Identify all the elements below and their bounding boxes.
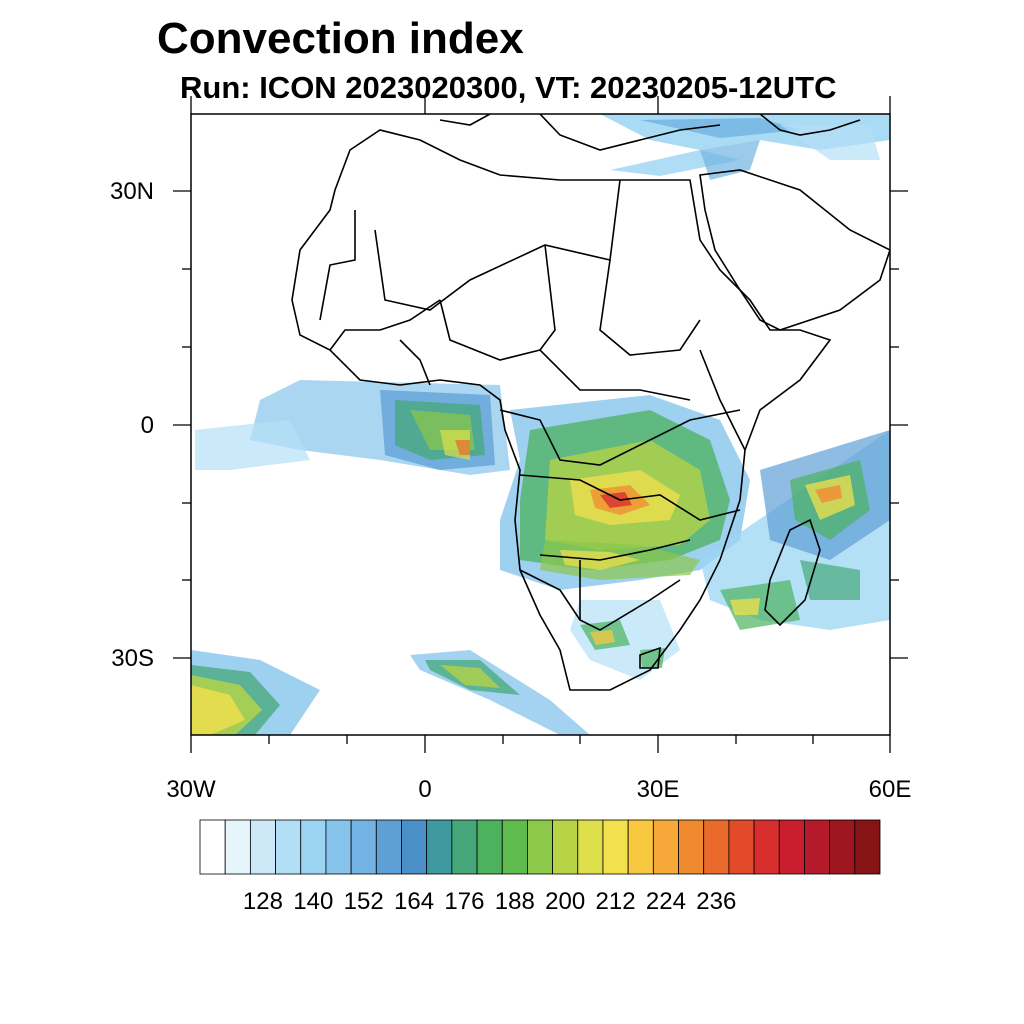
colorbar-swatch	[829, 819, 856, 875]
colorbar-swatch	[275, 819, 302, 875]
convection-field	[191, 114, 890, 735]
lat-label-30s: 30S	[111, 645, 154, 672]
colorbar-swatch	[224, 819, 251, 875]
colorbar-swatch	[476, 819, 503, 875]
lon-label-30e: 30E	[636, 776, 680, 803]
page-title: Convection index	[157, 14, 524, 63]
colorbar-label: 176	[444, 888, 485, 915]
colorbar-swatch	[527, 819, 553, 875]
colorbar-label: 128	[242, 888, 283, 915]
lat-label-30n: 30N	[109, 178, 154, 205]
colorbar-swatch	[501, 819, 528, 875]
colorbar-label: 212	[595, 888, 636, 915]
colorbar-label: 188	[494, 888, 535, 915]
coastlines	[291, 114, 890, 691]
colorbar-swatch	[627, 819, 654, 875]
run-subtitle: Run: ICON 2023020300, VT: 20230205-12UTC	[180, 70, 837, 105]
colorbar-swatch	[703, 819, 730, 875]
colorbar	[199, 819, 881, 875]
lat-label-0: 0	[140, 412, 154, 439]
colorbar-swatch	[778, 819, 805, 875]
colorbar-swatch	[552, 819, 579, 875]
colorbar-swatch	[325, 819, 352, 875]
colorbar-swatch	[249, 819, 276, 875]
colorbar-swatch	[401, 819, 428, 875]
lon-label-30w: 30W	[166, 776, 216, 803]
colorbar-swatch	[728, 819, 755, 875]
colorbar-label: 236	[696, 888, 737, 915]
colorbar-label: 164	[394, 888, 435, 915]
colorbar-swatch	[426, 819, 453, 875]
lon-label-60e: 60E	[868, 776, 912, 803]
colorbar-swatch	[199, 819, 226, 875]
colorbar-swatch	[854, 819, 881, 875]
colorbar-label: 200	[545, 888, 586, 915]
colorbar-swatch	[678, 819, 705, 875]
colorbar-swatch	[350, 819, 377, 875]
colorbar-swatch	[577, 819, 604, 875]
lon-label-0: 0	[418, 776, 432, 803]
colorbar-swatch	[753, 819, 780, 875]
colorbar-swatch	[652, 819, 679, 875]
colorbar-label: 152	[343, 888, 384, 915]
colorbar-swatch	[804, 819, 831, 875]
colorbar-swatch	[300, 819, 327, 875]
colorbar-label: 140	[293, 888, 334, 915]
colorbar-swatch	[602, 819, 629, 875]
colorbar-label: 224	[645, 888, 686, 915]
colorbar-swatch	[451, 819, 478, 875]
colorbar-swatch	[375, 819, 402, 875]
axis-ticks	[173, 96, 908, 753]
